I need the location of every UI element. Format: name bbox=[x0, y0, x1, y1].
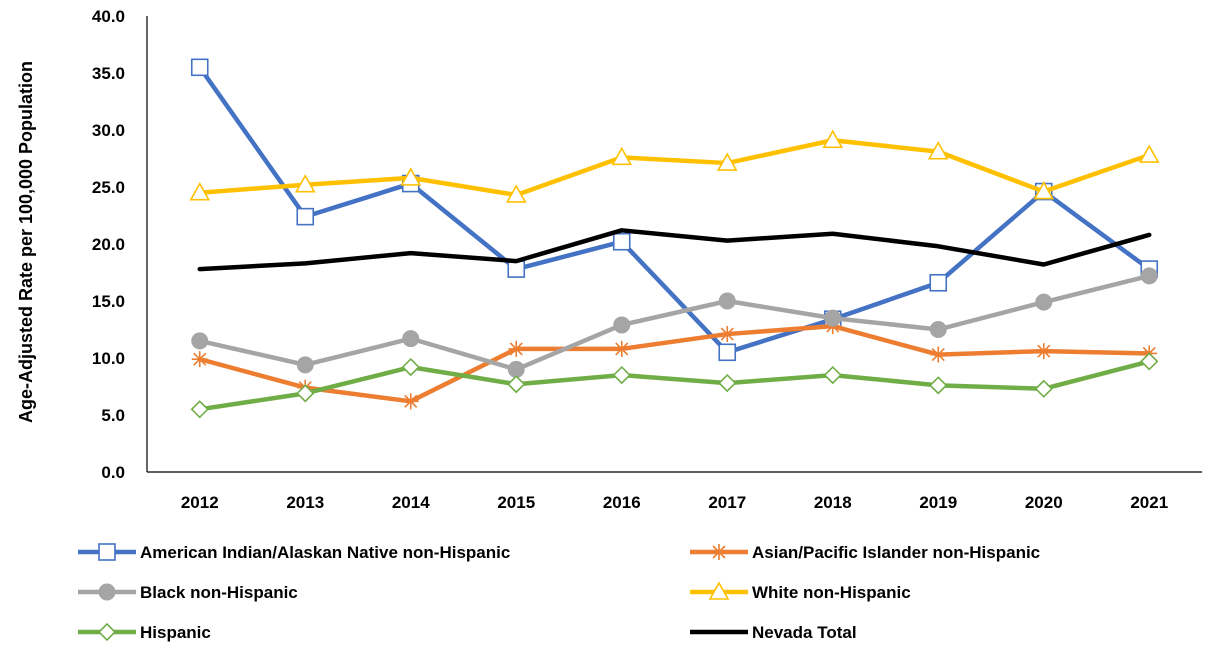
x-tick-label: 2018 bbox=[814, 493, 852, 512]
series-nevada-total bbox=[197, 228, 1152, 272]
legend-swatch-marker bbox=[98, 583, 116, 601]
x-tick-label: 2019 bbox=[919, 493, 957, 512]
point-white-non-hispanic-marker bbox=[294, 174, 316, 193]
legend-item-hispanic: Hispanic bbox=[78, 622, 211, 642]
series-hispanic bbox=[190, 352, 1159, 419]
y-tick-label: 20.0 bbox=[92, 235, 125, 254]
point-hispanic-marker bbox=[612, 365, 631, 385]
point-black-non-hispanic-marker bbox=[1140, 267, 1158, 285]
x-tick-label: 2013 bbox=[286, 493, 324, 512]
point-hispanic-marker bbox=[190, 400, 209, 419]
legend-item-black-non-hispanic: Black non-Hispanic bbox=[78, 583, 298, 602]
point-black-non-hispanic-marker bbox=[507, 360, 525, 378]
point-asian-pacific-islander-non-hispanic-marker bbox=[719, 326, 736, 343]
point-black-non-hispanic-marker bbox=[824, 309, 842, 327]
series-line-asian-pacific-islander-non-hispanic bbox=[197, 323, 1152, 404]
point-hispanic-marker bbox=[507, 375, 526, 394]
point-white-non-hispanic-marker bbox=[822, 129, 844, 149]
point-hispanic-marker bbox=[823, 365, 842, 385]
y-tick-label: 40.0 bbox=[92, 7, 125, 26]
x-tick-label: 2016 bbox=[603, 493, 641, 512]
y-tick-label: 35.0 bbox=[92, 64, 125, 83]
point-white-non-hispanic-marker bbox=[400, 167, 422, 186]
point-asian-pacific-islander-non-hispanic-marker bbox=[402, 393, 419, 410]
series-line-hispanic bbox=[197, 359, 1152, 412]
point-black-non-hispanic-marker bbox=[191, 332, 209, 350]
point-black-non-hispanic-marker bbox=[1035, 293, 1053, 311]
series-line-white-non-hispanic bbox=[197, 138, 1152, 198]
legend-swatch-marker bbox=[708, 581, 730, 600]
x-tick-label: 2021 bbox=[1130, 493, 1168, 512]
point-american-indian-alaskan-native-non-hispanic-marker bbox=[190, 58, 209, 77]
x-tick-labels: 2012 2013 2014 2015 2016 2017 2018 2019 2020 2021 bbox=[181, 493, 1168, 512]
point-white-non-hispanic-marker bbox=[927, 141, 949, 160]
point-black-non-hispanic-marker bbox=[929, 321, 947, 338]
point-hispanic-marker bbox=[401, 357, 420, 377]
y-tick-label: 0.0 bbox=[101, 463, 125, 482]
legend-label: American Indian/Alaskan Native non-Hispa… bbox=[140, 543, 510, 562]
y-tick-label: 25.0 bbox=[92, 178, 125, 197]
point-black-non-hispanic-marker bbox=[402, 330, 420, 348]
point-hispanic-marker bbox=[1140, 352, 1159, 371]
y-axis-title-group: Age-Adjusted Rate per 100,000 Population bbox=[16, 61, 36, 423]
y-axis-title: Age-Adjusted Rate per 100,000 Population bbox=[16, 61, 36, 423]
x-tick-label: 2020 bbox=[1025, 493, 1063, 512]
point-asian-pacific-islander-non-hispanic-marker bbox=[930, 346, 947, 363]
point-white-non-hispanic-marker bbox=[505, 184, 527, 203]
y-tick-label: 10.0 bbox=[92, 349, 125, 368]
y-tick-labels: 0.0 5.0 10.0 15.0 20.0 25.0 30.0 35.0 40.0 bbox=[92, 7, 125, 482]
point-black-non-hispanic-marker bbox=[296, 356, 314, 374]
x-tick-label: 2015 bbox=[497, 493, 535, 512]
x-tick-label: 2014 bbox=[392, 493, 430, 512]
series-line-american-indian-alaskan-native-non-hispanic bbox=[197, 65, 1152, 355]
point-asian-pacific-islander-non-hispanic-marker bbox=[1035, 343, 1052, 360]
legend: American Indian/Alaskan Native non-Hispa… bbox=[78, 543, 1040, 642]
point-hispanic-marker bbox=[718, 373, 737, 393]
point-american-indian-alaskan-native-non-hispanic-marker bbox=[296, 207, 315, 226]
legend-label: White non-Hispanic bbox=[752, 583, 911, 602]
y-tick-label: 30.0 bbox=[92, 121, 125, 140]
legend-label: Nevada Total bbox=[752, 623, 857, 642]
point-white-non-hispanic-marker bbox=[716, 152, 738, 171]
legend-item-american-indian-alaskan-native-non-hispanic: American Indian/Alaskan Native non-Hispa… bbox=[78, 543, 510, 562]
y-tick-label: 15.0 bbox=[92, 292, 125, 311]
series-asian-pacific-islander-non-hispanic bbox=[191, 318, 1158, 410]
point-black-non-hispanic-marker bbox=[718, 292, 736, 310]
y-tick-label: 5.0 bbox=[101, 406, 125, 425]
point-american-indian-alaskan-native-non-hispanic-marker bbox=[929, 273, 948, 292]
x-tick-label: 2017 bbox=[708, 493, 746, 512]
x-tick-label: 2012 bbox=[181, 493, 219, 512]
legend-label: Asian/Pacific Islander non-Hispanic bbox=[752, 543, 1040, 562]
series-line-nevada-total bbox=[197, 228, 1152, 272]
point-asian-pacific-islander-non-hispanic-marker bbox=[191, 351, 208, 368]
legend-item-asian-pacific-islander-non-hispanic: Asian/Pacific Islander non-Hispanic bbox=[690, 543, 1040, 562]
legend-label: Hispanic bbox=[140, 623, 211, 642]
legend-swatch-marker bbox=[97, 622, 117, 642]
point-american-indian-alaskan-native-non-hispanic-marker bbox=[718, 343, 737, 362]
point-white-non-hispanic-marker bbox=[1138, 144, 1160, 163]
point-american-indian-alaskan-native-non-hispanic-marker bbox=[612, 232, 631, 251]
point-hispanic-marker bbox=[929, 376, 948, 395]
point-asian-pacific-islander-non-hispanic-marker bbox=[613, 340, 630, 357]
axes bbox=[146, 16, 1202, 473]
point-hispanic-marker bbox=[296, 384, 315, 403]
point-black-non-hispanic-marker bbox=[613, 316, 631, 334]
plot-area bbox=[189, 58, 1160, 419]
legend-swatch-marker bbox=[98, 543, 116, 561]
series-line-black-non-hispanic bbox=[197, 273, 1152, 372]
point-white-non-hispanic-marker bbox=[189, 182, 211, 201]
series-black-non-hispanic bbox=[191, 267, 1158, 378]
legend-item-white-non-hispanic: White non-Hispanic bbox=[690, 581, 911, 602]
point-asian-pacific-islander-non-hispanic-marker bbox=[508, 340, 525, 357]
point-white-non-hispanic-marker bbox=[611, 146, 633, 166]
legend-swatch-marker bbox=[711, 544, 727, 560]
point-hispanic-marker bbox=[1034, 379, 1053, 398]
point-white-non-hispanic-marker bbox=[1033, 180, 1055, 200]
legend-label: Black non-Hispanic bbox=[140, 583, 298, 602]
series-white-non-hispanic bbox=[189, 129, 1160, 203]
legend-item-nevada-total: Nevada Total bbox=[690, 623, 857, 642]
point-american-indian-alaskan-native-non-hispanic-marker bbox=[507, 260, 526, 278]
